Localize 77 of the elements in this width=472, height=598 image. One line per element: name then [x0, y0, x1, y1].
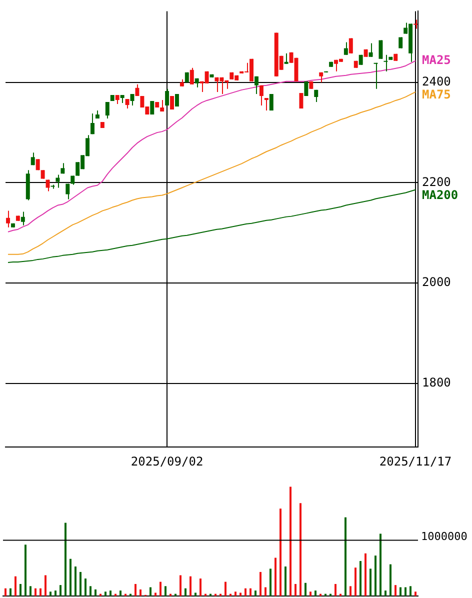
bar — [64, 522, 66, 596]
bar — [234, 592, 236, 596]
bar — [44, 575, 46, 596]
bar — [140, 589, 142, 596]
bar — [274, 558, 276, 596]
bar — [10, 588, 12, 596]
bar — [110, 590, 112, 596]
bar — [410, 586, 412, 596]
bar — [390, 564, 392, 596]
bar — [384, 590, 386, 596]
series-label: MA25 — [422, 52, 451, 67]
y-tick-label: 2400 — [422, 74, 451, 89]
bar — [260, 572, 262, 596]
bar — [160, 582, 162, 596]
series-label: MA75 — [422, 88, 451, 102]
bar — [280, 508, 282, 596]
bar — [380, 534, 382, 596]
bar — [50, 592, 52, 596]
x-tick-label: 2025/11/17 — [379, 454, 452, 468]
bar — [310, 592, 312, 596]
bar — [134, 584, 136, 596]
bar — [4, 588, 6, 596]
bar — [404, 587, 406, 596]
y-tick-label: 2200 — [422, 174, 451, 189]
bar — [184, 588, 186, 596]
bar — [294, 584, 296, 596]
bar — [414, 592, 416, 596]
bar — [30, 586, 32, 596]
bar — [264, 587, 266, 596]
x-tick-label: 2025/09/02 — [130, 454, 204, 468]
bar — [194, 592, 196, 596]
bar — [284, 566, 286, 596]
bar — [154, 592, 156, 596]
bar — [90, 586, 92, 596]
bar — [190, 576, 192, 596]
bar — [150, 587, 152, 596]
bar — [290, 486, 292, 596]
bar — [200, 578, 202, 596]
y-tick-label: 1800 — [422, 375, 451, 390]
bar — [364, 553, 366, 596]
bar — [74, 566, 76, 596]
bar — [354, 568, 356, 596]
bar — [80, 572, 82, 596]
bar — [270, 568, 272, 596]
bar — [244, 588, 246, 596]
bar — [120, 590, 122, 596]
bar — [350, 586, 352, 596]
bar — [360, 561, 362, 596]
bar — [224, 582, 226, 596]
bar — [374, 556, 376, 596]
bar — [24, 544, 26, 596]
bar — [400, 587, 402, 596]
text: 1000000 — [421, 530, 468, 543]
bar — [164, 586, 166, 596]
bar — [344, 517, 346, 596]
bar — [84, 578, 86, 596]
bar — [334, 584, 336, 596]
bar — [94, 589, 96, 596]
bar — [254, 590, 256, 596]
bar — [54, 590, 56, 596]
bar — [60, 585, 62, 596]
series-label: MA200 — [422, 188, 458, 202]
bar — [240, 592, 242, 596]
bar — [14, 576, 16, 596]
bar — [34, 588, 36, 596]
bar — [104, 592, 106, 596]
bar — [70, 558, 72, 596]
bar — [304, 582, 306, 596]
y-tick-label: 2000 — [422, 275, 451, 290]
bar — [40, 588, 42, 596]
bar — [250, 588, 252, 596]
bar — [180, 575, 182, 596]
bar — [394, 585, 396, 596]
bar — [300, 503, 302, 596]
bar — [20, 584, 22, 596]
bar — [370, 568, 372, 596]
bar — [314, 590, 316, 596]
